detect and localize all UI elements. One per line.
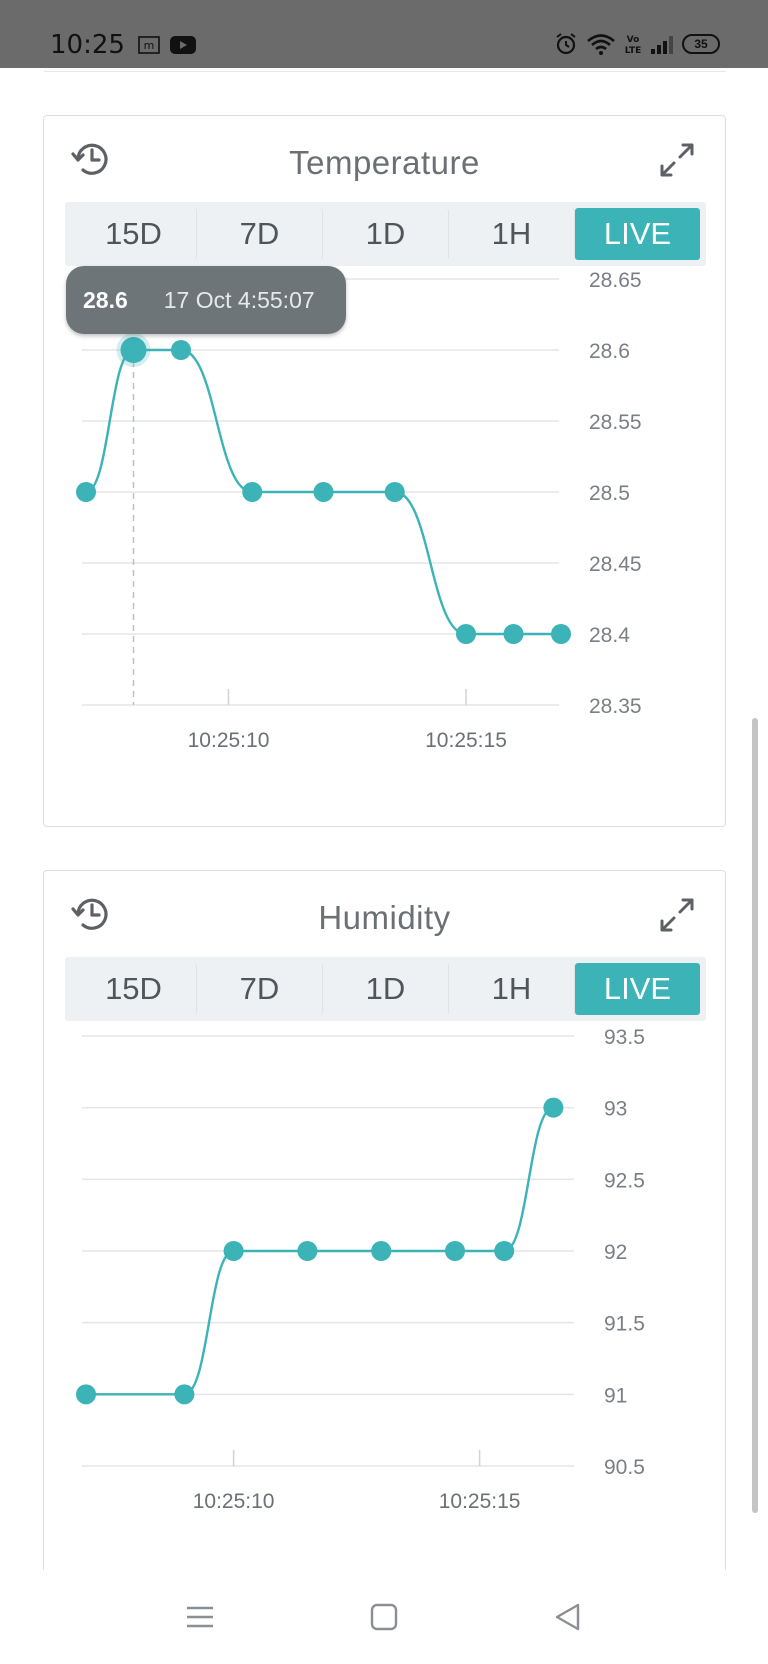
scrollbar[interactable] [752,718,758,1513]
recent-apps-button[interactable] [170,1570,230,1664]
history-icon[interactable] [70,893,112,935]
humidity-chart[interactable]: 93.5 93 92.5 92 91.5 91 90.5 10:25:10 10:25:15 [44,1026,727,1586]
data-point [223,1241,244,1261]
tab-1h[interactable]: 1H [449,963,575,1015]
y-tick-label: 28.35 [589,695,642,718]
y-tick-label: 28.55 [589,411,642,434]
home-button[interactable] [354,1570,414,1664]
tab-1h[interactable]: 1H [449,208,575,260]
y-tick-label: 90.5 [604,1456,645,1479]
expand-icon[interactable] [659,142,695,178]
temperature-chart[interactable]: 28.65 28.6 28.55 28.5 28.45 28.4 28.35 10:25:10… [44,271,727,821]
m-badge-icon: m [138,36,160,54]
y-tick-label: 91.5 [604,1313,645,1336]
x-tick-label: 10:25:10 [193,1490,275,1513]
x-tick-label: 10:25:15 [425,729,507,752]
tab-15d[interactable]: 15D [71,208,197,260]
menu-icon [187,1606,213,1628]
y-tick-label: 93.5 [604,1026,645,1049]
navigation-bar [0,1570,768,1664]
temperature-card: Temperature 15D 7D 1D 1H LIVE 28.65 28.6 2… [43,115,726,827]
svg-text:LTE: LTE [625,46,642,56]
status-time: 10:25 [50,30,125,60]
card-header: Humidity [44,871,725,961]
tab-1d[interactable]: 1D [323,208,449,260]
tooltip-timestamp: 17 Oct 4:55:07 [163,286,315,313]
status-bar: 10:25 m Vo LTE 35 [0,0,768,68]
range-tabs: 15D 7D 1D 1H LIVE [65,957,706,1021]
data-point [494,1241,515,1261]
data-point [445,1241,465,1261]
home-square-icon [370,1603,398,1631]
range-tabs: 15D 7D 1D 1H LIVE [65,202,706,266]
data-point [76,1384,96,1405]
signal-icon [651,36,673,54]
tab-live[interactable]: LIVE [575,963,700,1015]
battery-level: 35 [694,37,708,51]
wifi-icon [587,34,615,55]
volte-icon: Vo LTE [625,35,642,56]
tab-7d[interactable]: 7D [197,963,323,1015]
y-tick-label: 28.45 [589,553,642,576]
svg-text:m: m [144,39,155,52]
history-icon[interactable] [70,138,112,180]
alarm-icon [556,33,576,55]
humidity-card: Humidity 15D 7D 1D 1H LIVE 93.5 93 92.5 92 9… [43,870,726,1664]
status-right-icons: Vo LTE 35 [554,32,720,56]
data-point [384,482,405,502]
tab-live[interactable]: LIVE [575,208,700,260]
back-button[interactable] [537,1570,597,1664]
data-point [371,1241,392,1261]
svg-text:Vo: Vo [627,35,640,45]
y-tick-label: 28.65 [589,271,642,292]
y-tick-label: 92 [604,1241,627,1264]
x-tick-label: 10:25:10 [188,729,270,752]
data-point [174,1384,195,1405]
divider [44,71,726,72]
tab-7d[interactable]: 7D [197,208,323,260]
y-tick-label: 92.5 [604,1169,645,1192]
data-point [551,624,571,644]
data-point [313,482,334,502]
data-point [543,1097,564,1118]
y-tick-label: 28.4 [589,624,630,647]
youtube-icon [170,36,196,54]
data-point [297,1241,318,1261]
y-tick-label: 28.6 [589,340,630,363]
data-point [242,482,263,502]
battery-icon: 35 [682,34,720,54]
y-tick-label: 91 [604,1384,627,1407]
data-point [456,624,476,644]
y-tick-label: 93 [604,1098,627,1121]
tab-1d[interactable]: 1D [323,963,449,1015]
tab-15d[interactable]: 15D [71,963,197,1015]
tooltip-value: 28.6 [83,286,128,313]
data-point [503,624,524,644]
card-title: Humidity [318,899,451,936]
x-tick-label: 10:25:15 [439,1490,521,1513]
back-triangle-icon [555,1603,580,1631]
expand-icon[interactable] [659,897,695,933]
data-point [171,340,191,360]
y-tick-label: 28.5 [589,482,630,505]
data-point [76,482,96,502]
card-title: Temperature [289,144,480,181]
card-header: Temperature [44,116,725,206]
data-point-highlighted [120,337,147,363]
chart-tooltip: 28.6 17 Oct 4:55:07 [66,266,346,334]
